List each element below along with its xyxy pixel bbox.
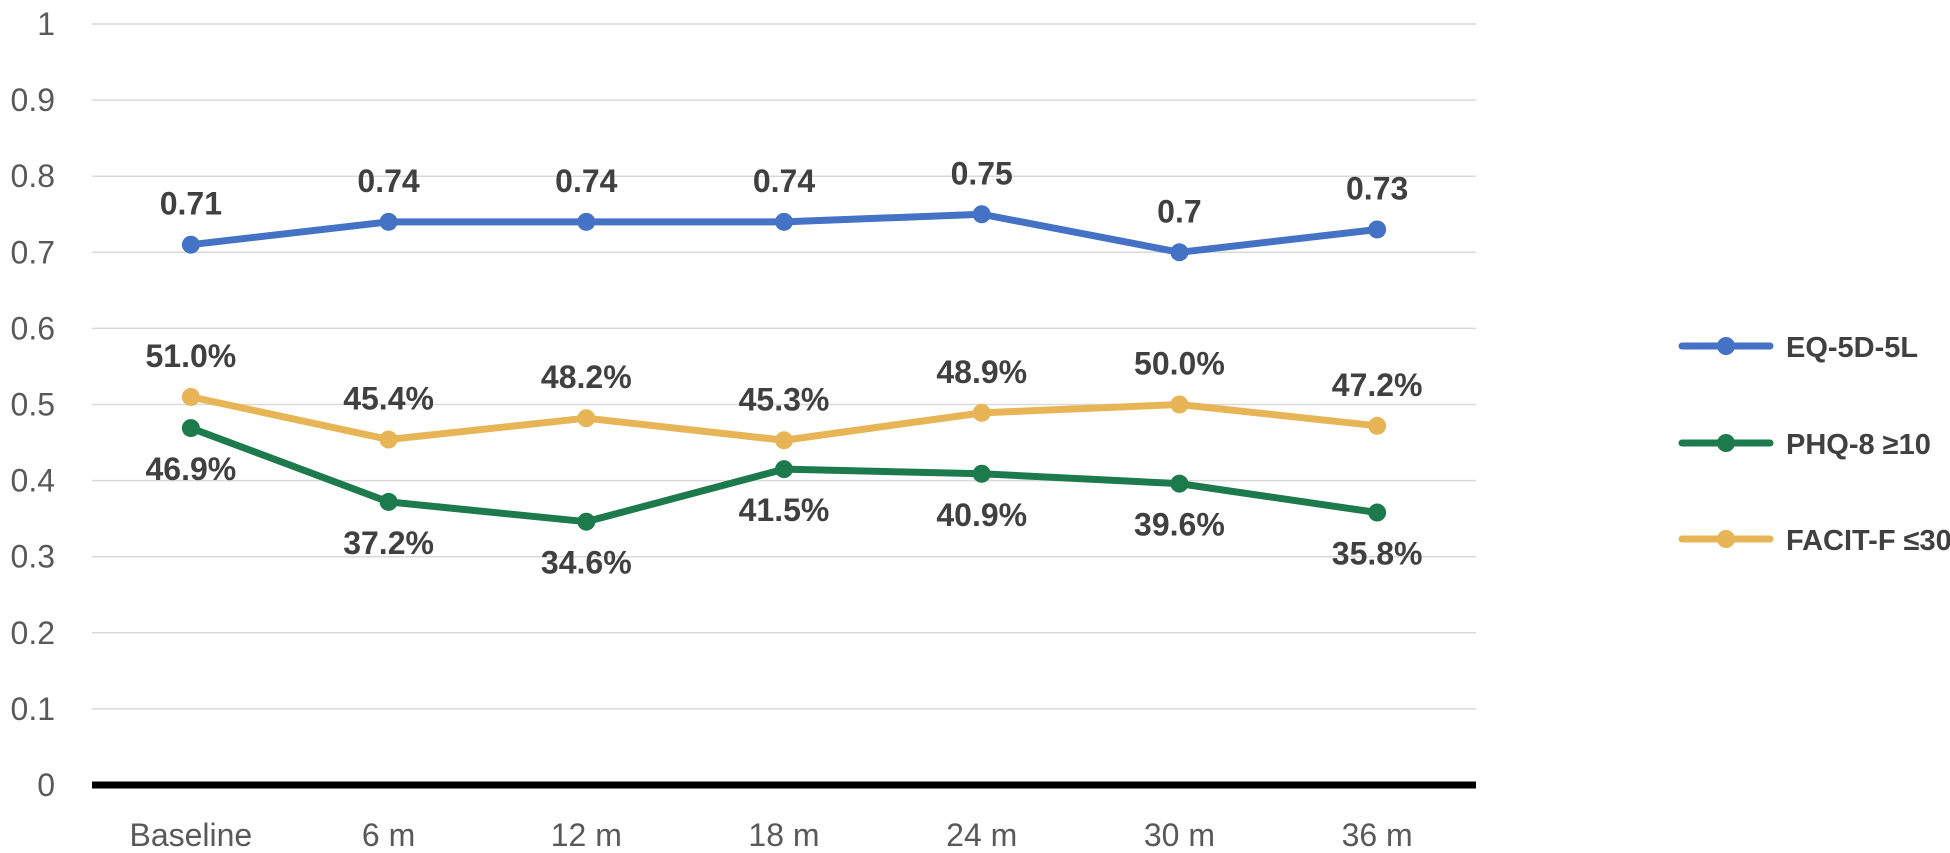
data-point [181,419,200,438]
x-tick-label: 30 m [1144,817,1215,853]
data-label: 50.0% [1134,346,1225,382]
y-tick-label: 0.5 [11,387,55,423]
data-label: 37.2% [343,525,434,561]
gridlines [92,23,1476,710]
data-point [1170,243,1189,262]
y-tick-label: 0 [37,767,55,803]
y-tick-label: 0.4 [11,463,55,499]
x-tick-label: 6 m [362,817,415,853]
data-point [1368,416,1387,435]
y-tick-label: 0.1 [11,691,55,727]
data-point [1368,503,1387,522]
data-point [1170,395,1189,414]
legend-swatch-marker [1717,337,1735,355]
legend-label: FACIT-F ≤30 [1786,525,1950,557]
data-label: 45.4% [343,381,434,417]
x-tick-label: 18 m [748,817,819,853]
data-label: 35.8% [1332,536,1423,572]
series-phq-8-10 [181,419,1387,531]
legend-swatch-marker [1717,434,1735,452]
data-point [972,205,991,224]
data-label: 51.0% [145,338,236,374]
data-point [181,235,200,254]
y-axis: 0 0.1 0.2 0.3 0.4 0.5 0.6 0.7 0.8 0.9 1 [11,6,55,803]
data-label: 45.3% [739,381,830,417]
data-label: 41.5% [739,492,830,528]
data-label: 48.2% [541,359,632,395]
data-point [379,430,398,449]
x-tick-label: 12 m [551,817,622,853]
y-tick-label: 0.8 [11,158,55,194]
series-facit-f-30 [181,387,1387,450]
x-tick-label: 24 m [946,817,1017,853]
series-group [181,205,1387,531]
data-label: 48.9% [936,354,1027,390]
data-point [775,212,793,231]
data-label: 0.74 [555,163,617,199]
data-point [972,464,991,483]
data-point [1368,220,1387,239]
y-tick-label: 0.2 [11,615,55,651]
data-point [379,212,398,231]
data-label: 39.6% [1134,507,1225,543]
data-label: 47.2% [1332,367,1423,403]
y-tick-label: 1 [37,6,55,42]
data-label: 0.71 [160,186,222,222]
data-point [775,431,793,450]
data-label: 0.73 [1346,170,1408,206]
data-point [577,409,596,428]
legend-item: FACIT-F ≤30 [1678,525,1950,557]
legend-item: EQ-5D-5L [1678,332,1918,364]
legend-label: EQ-5D-5L [1786,332,1918,364]
data-label: 46.9% [145,451,236,487]
legend: EQ-5D-5L PHQ-8 ≥10 FACIT-F ≤30 [1678,332,1950,557]
y-tick-label: 0.7 [11,234,55,270]
data-point [1170,474,1189,493]
y-tick-label: 0.6 [11,310,55,346]
data-label: 0.74 [357,163,419,199]
data-label: 0.74 [753,163,815,199]
data-label: 40.9% [936,497,1027,533]
data-label: 0.7 [1157,193,1201,229]
legend-label: PHQ-8 ≥10 [1786,429,1931,461]
x-axis: Baseline 6 m 12 m 18 m 24 m 30 m 36 m [92,781,1476,853]
data-point [972,403,991,422]
y-tick-label: 0.3 [11,539,55,575]
data-point [577,212,596,231]
x-tick-label: Baseline [129,817,252,853]
x-tick-label: 36 m [1342,817,1413,853]
data-label: 0.75 [951,155,1013,191]
y-tick-label: 0.9 [11,82,55,118]
data-labels: 0.71 0.74 0.74 0.74 0.75 0.7 0.73 46.9% 37.2% 34.… [145,155,1422,580]
data-label: 34.6% [541,545,632,581]
data-point [775,460,793,479]
data-point [181,387,200,406]
legend-item: PHQ-8 ≥10 [1678,429,1931,461]
legend-swatch-marker [1717,530,1735,548]
data-point [577,512,596,531]
data-point [379,492,398,511]
series-eq-5d-5l [181,205,1387,262]
